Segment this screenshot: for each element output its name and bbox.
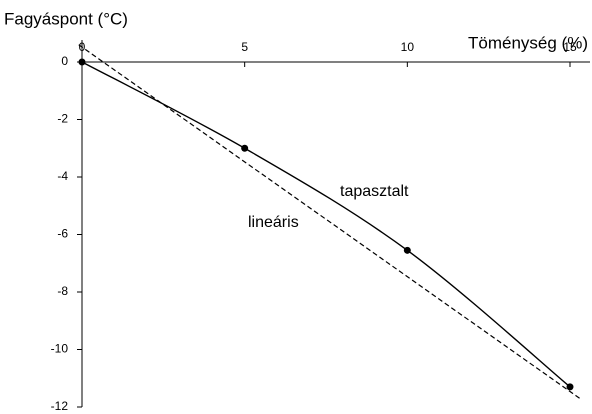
y-axis-label: Fagyáspont (°C) — [4, 9, 128, 28]
data-point — [78, 58, 86, 66]
y-tick-label: -4 — [57, 169, 68, 183]
series-label: tapasztalt — [340, 183, 409, 200]
y-tick-label: -8 — [57, 284, 68, 298]
data-point — [241, 144, 249, 152]
y-tick-label: -12 — [51, 399, 69, 413]
y-tick-label: -10 — [51, 342, 69, 356]
x-tick-label: 10 — [401, 40, 415, 54]
series-line — [81, 61, 571, 388]
x-tick-label: 5 — [241, 40, 248, 54]
x-axis-label: Töménység (%) — [468, 33, 588, 52]
series-line — [78, 44, 581, 399]
data-point — [566, 383, 574, 391]
y-tick-label: 0 — [61, 54, 68, 68]
series-label: lineáris — [248, 214, 299, 231]
y-tick-label: -2 — [57, 112, 68, 126]
data-point — [403, 246, 411, 254]
y-tick-label: -6 — [57, 227, 68, 241]
x-tick-label: 15 — [563, 40, 577, 54]
